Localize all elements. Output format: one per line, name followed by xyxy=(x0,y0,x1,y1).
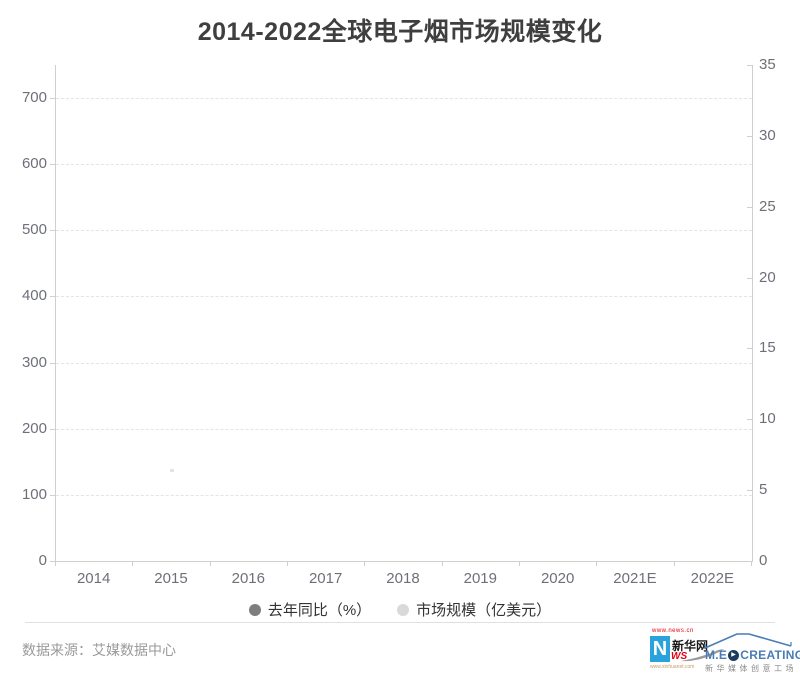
gridline-200 xyxy=(56,428,752,430)
right-axis-tick xyxy=(747,135,752,137)
left-axis-label: 0 xyxy=(38,552,47,569)
left-axis-tick xyxy=(50,494,55,496)
xinhuanet-n-icon: N xyxy=(650,636,670,662)
left-axis-label: 200 xyxy=(21,419,47,437)
right-axis-label: 25 xyxy=(759,197,776,215)
right-axis-label: 0 xyxy=(759,552,768,569)
x-axis-label-2014: 2014 xyxy=(76,570,111,587)
right-axis-tick xyxy=(747,277,752,279)
x-axis-label-2020: 2020 xyxy=(540,570,575,587)
xinhuanet-news-suffix: WS xyxy=(671,651,688,662)
x-axis-tick xyxy=(596,561,598,566)
x-axis-tick xyxy=(287,561,288,566)
medcreating-logo: M.E ▶ CREATING 新华媒体创意工场 xyxy=(703,631,800,673)
chart-title: 2014-2022全球电子烟市场规模变化 xyxy=(197,18,603,46)
left-axis-tick xyxy=(50,164,55,166)
gridline-100 xyxy=(56,494,752,496)
gridline-400 xyxy=(56,296,752,298)
left-axis-label: 700 xyxy=(21,89,47,107)
right-axis-tick xyxy=(747,348,752,350)
x-axis-label-2021E: 2021E xyxy=(613,570,657,587)
gridline-300 xyxy=(56,362,752,364)
legend-item-1[interactable]: 市场规模（亿美元） xyxy=(397,599,551,620)
left-axis-tick xyxy=(50,428,55,430)
data-source-text: 数据来源：艾媒数据中心 xyxy=(22,642,176,658)
x-axis-label-2019: 2019 xyxy=(463,570,497,587)
x-axis-label-2015: 2015 xyxy=(154,570,188,587)
left-axis-tick xyxy=(50,230,55,232)
right-axis-label: 10 xyxy=(759,410,776,428)
x-axis-label-2017: 2017 xyxy=(308,570,343,587)
left-axis-tick xyxy=(50,98,55,100)
right-axis-tick xyxy=(747,206,752,208)
x-axis-tick xyxy=(441,561,443,566)
plot-area xyxy=(55,65,753,562)
left-axis-label: 600 xyxy=(21,155,47,173)
right-axis-tick xyxy=(747,419,752,421)
x-axis-tick xyxy=(673,561,675,566)
x-axis-label-2018: 2018 xyxy=(386,570,420,587)
legend-item-0[interactable]: 去年同比（%） xyxy=(248,599,372,620)
chart-legend: 去年同比（%） 市场规模（亿美元） xyxy=(0,599,800,620)
x-axis-tick xyxy=(364,561,366,566)
x-axis-tick xyxy=(519,561,520,566)
x-axis-tick xyxy=(132,561,134,566)
left-axis-label: 500 xyxy=(21,221,47,239)
left-axis-label: 300 xyxy=(21,353,47,371)
gridline-700 xyxy=(56,98,752,100)
x-axis-tick xyxy=(751,561,752,566)
right-axis-label: 30 xyxy=(759,126,776,144)
right-axis-label: 35 xyxy=(759,56,776,73)
left-axis-tick xyxy=(50,362,55,364)
medcreating-subtitle: 新华媒体创意工场 xyxy=(705,664,797,673)
gridline-500 xyxy=(56,230,752,232)
left-axis-label: 100 xyxy=(21,485,47,503)
legend-label: 市场规模（亿美元） xyxy=(416,602,552,619)
x-axis-label-2022E: 2022E xyxy=(690,570,734,587)
legend-label: 去年同比（%） xyxy=(267,602,372,619)
play-circle-icon: ▶ xyxy=(728,649,740,661)
xinhuanet-name: 新华网 xyxy=(672,639,709,653)
right-axis-tick xyxy=(747,561,752,562)
medcreating-brand: M.E ▶ CREATING xyxy=(705,648,800,662)
stray-artifact-dot xyxy=(170,469,174,472)
roof-icon xyxy=(704,633,792,649)
medcreating-brand-prefix: M.E xyxy=(705,648,728,662)
gridline-600 xyxy=(56,164,752,166)
left-axis-tick xyxy=(50,561,55,562)
right-axis-label: 15 xyxy=(759,339,776,357)
medcreating-brand-suffix: CREATING xyxy=(740,648,800,662)
x-axis-tick xyxy=(209,561,211,566)
right-axis-label: 20 xyxy=(759,268,776,286)
left-axis-label: 400 xyxy=(21,287,47,305)
xinhuanet-url-bottom: www.xinhuanet.com xyxy=(650,664,695,670)
x-axis-label-2016: 2016 xyxy=(231,570,265,587)
legend-marker-icon xyxy=(248,603,261,616)
swoosh-icon xyxy=(681,649,724,662)
x-axis-tick xyxy=(55,561,56,566)
right-axis-tick xyxy=(747,65,752,66)
right-axis-label: 5 xyxy=(759,481,768,499)
xinhuanet-url-top: www.news.cn xyxy=(652,628,694,634)
footer-divider xyxy=(25,622,775,623)
legend-marker-icon xyxy=(397,603,410,616)
left-axis-tick xyxy=(50,296,55,298)
right-axis-tick xyxy=(747,490,752,492)
xinhuanet-logo: www.news.cn N 新华网 WS www.xinhuanet.com xyxy=(650,628,726,672)
